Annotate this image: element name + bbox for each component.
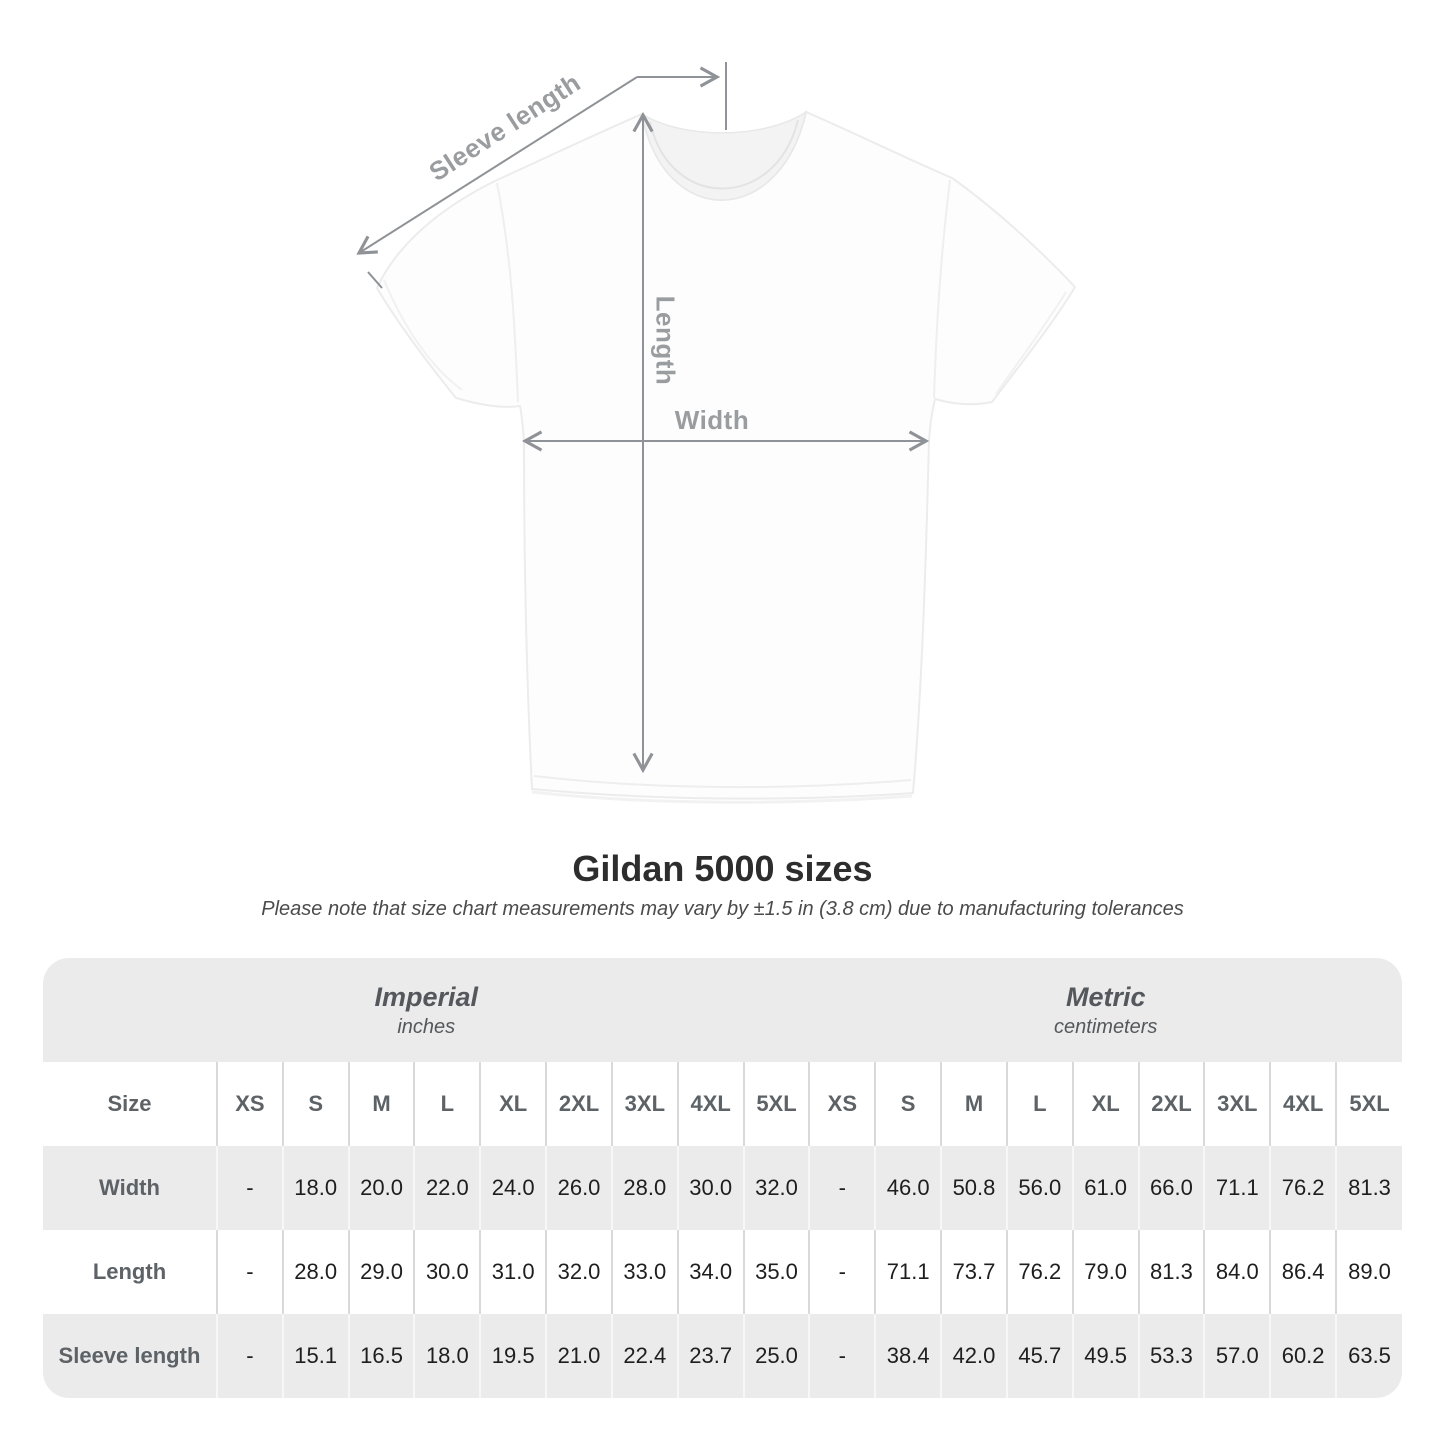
metric-value: 71.1 [1203,1146,1271,1230]
metric-value: 56.0 [1005,1146,1073,1230]
measurement-row: Width -18.0 20.0 22.0 24.0 26.0 28.0 30.0 32.0-4… [43,1146,1402,1230]
imperial-value: 22.0 [413,1146,481,1230]
size-chart: Imperial inches Metric centimeters Size X… [43,958,1402,1398]
size-col-header: 3XL [1203,1062,1271,1146]
metric-value: 84.0 [1203,1230,1271,1314]
metric-value: 89.0 [1335,1230,1402,1314]
imperial-value: 29.0 [347,1230,415,1314]
metric-value: 86.4 [1269,1230,1337,1314]
unit-header-band: Imperial inches Metric centimeters [43,958,1402,1062]
metric-value: 66.0 [1137,1146,1205,1230]
size-col-header: S [281,1062,349,1146]
metric-value: 73.7 [940,1230,1007,1314]
dimension-lines [359,62,926,770]
metric-value: 42.0 [940,1314,1007,1398]
imperial-value: 15.1 [281,1314,349,1398]
imperial-value: 18.0 [413,1314,481,1398]
metric-value: 38.4 [874,1314,942,1398]
size-col-header: XL [479,1062,547,1146]
size-col-header: 5XL [1335,1062,1402,1146]
imperial-value: 24.0 [479,1146,547,1230]
size-col-header: M [940,1062,1007,1146]
tshirt-illustration [0,62,1077,804]
size-col-header: 4XL [1269,1062,1337,1146]
imperial-value: 28.0 [610,1146,678,1230]
measurement-row: Length -28.0 29.0 30.0 31.0 32.0 33.0 34.0 35.0-… [43,1230,1402,1314]
imperial-value: 25.0 [742,1314,810,1398]
size-corner-header: Size [107,1091,152,1116]
size-col-header: XS [215,1062,283,1146]
tolerance-note: Please note that size chart measurements… [261,898,1184,920]
size-col-header: L [1005,1062,1073,1146]
imperial-value: 34.0 [676,1230,744,1314]
imperial-value: 16.5 [347,1314,415,1398]
metric-value: 76.2 [1269,1146,1337,1230]
imperial-value: 21.0 [545,1314,612,1398]
imperial-value: 33.0 [610,1230,678,1314]
collar [640,110,808,201]
size-table: Size XS S M L XL 2XL 3XL 4XL 5XL XS S M L XL 2XL 3XL 4XL 5… [43,1062,1402,1398]
metric-value: 46.0 [874,1146,942,1230]
size-col-header: 3XL [610,1062,678,1146]
size-col-header: 5XL [742,1062,810,1146]
metric-value: 81.3 [1335,1146,1402,1230]
imperial-value: 35.0 [742,1230,810,1314]
metric-value: 61.0 [1071,1146,1139,1230]
metric-value: 60.2 [1269,1314,1337,1398]
sleeve-length-line [359,76,638,253]
imperial-value: 30.0 [413,1230,481,1314]
metric-value: 50.8 [940,1146,1007,1230]
imperial-value: - [215,1146,283,1230]
metric-value: - [808,1230,876,1314]
size-col-header: XL [1071,1062,1139,1146]
row-label: Length [92,1259,167,1284]
metric-value: 76.2 [1005,1230,1073,1314]
imperial-value: - [215,1314,283,1398]
imperial-value: 28.0 [281,1230,349,1314]
size-col-header: M [347,1062,415,1146]
metric-value: 79.0 [1071,1230,1139,1314]
imperial-value: 22.4 [610,1314,678,1398]
size-col-header: 2XL [1137,1062,1205,1146]
imperial-value: 20.0 [347,1146,415,1230]
page-title: Gildan 5000 sizes [572,848,873,889]
imperial-value: 23.7 [676,1314,744,1398]
tshirt-measurement-diagram: Sleeve length Length Width [0,62,1077,804]
metric-value: - [808,1146,876,1230]
metric-value: 81.3 [1137,1230,1205,1314]
imperial-value: 26.0 [545,1146,612,1230]
size-col-header: L [413,1062,481,1146]
imperial-value: 32.0 [545,1230,612,1314]
size-col-header: S [874,1062,942,1146]
imperial-value: 30.0 [676,1146,744,1230]
size-col-header: XS [808,1062,876,1146]
size-col-header: 2XL [545,1062,612,1146]
metric-section-header: Metric centimeters [809,958,1402,1062]
metric-value: 63.5 [1335,1314,1402,1398]
measurement-row: Sleeve length -15.1 16.5 18.0 19.5 21.0 22.4 23… [43,1314,1402,1398]
metric-unit: centimeters [1054,1015,1158,1038]
metric-value: 53.3 [1137,1314,1205,1398]
metric-value: 45.7 [1005,1314,1073,1398]
width-label: Width [674,405,750,435]
imperial-value: 18.0 [281,1146,349,1230]
row-label: Width [99,1175,160,1200]
size-col-header: 4XL [676,1062,744,1146]
imperial-section-header: Imperial inches [43,958,809,1062]
imperial-unit: inches [397,1015,456,1038]
metric-value: 71.1 [874,1230,942,1314]
metric-value: 57.0 [1203,1314,1271,1398]
length-label: Length [650,295,681,386]
row-label: Sleeve length [58,1343,201,1368]
imperial-value: - [215,1230,283,1314]
tshirt-silhouette [375,110,1077,804]
imperial-label: Imperial [374,981,478,1012]
imperial-value: 32.0 [742,1146,810,1230]
metric-value: - [808,1314,876,1398]
sleeve-corner-tick [367,271,383,289]
metric-label: Metric [1065,981,1146,1012]
imperial-value: 19.5 [479,1314,547,1398]
imperial-value: 31.0 [479,1230,547,1314]
metric-value: 49.5 [1071,1314,1139,1398]
